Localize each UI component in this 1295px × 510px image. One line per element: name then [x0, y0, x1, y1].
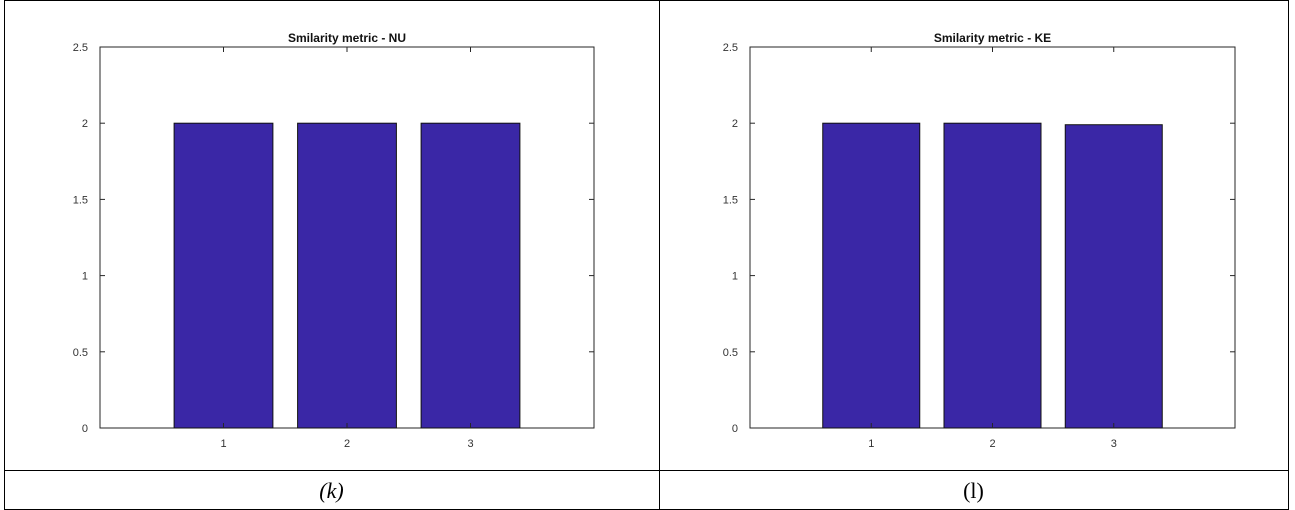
chart-title: Smilarity metric - KE — [934, 31, 1051, 45]
x-tick-label: 2 — [344, 438, 350, 450]
y-tick-label: 2 — [732, 118, 738, 130]
chart-ticks: 0 0.5 1 1.5 2 2.5 1 2 3 — [73, 42, 594, 450]
chart-bars — [822, 122, 1163, 429]
table-border-left — [4, 0, 5, 510]
bar — [822, 122, 921, 429]
table-border-middle — [659, 0, 660, 510]
bar — [420, 122, 521, 429]
y-tick-label: 1 — [732, 271, 738, 283]
y-tick-label: 1 — [82, 271, 88, 283]
bar — [943, 122, 1042, 429]
table-row-divider — [4, 470, 1289, 471]
bar — [173, 122, 274, 429]
y-tick-label: 0 — [732, 423, 738, 435]
chart-bars — [173, 122, 521, 429]
x-tick-label: 3 — [1111, 438, 1117, 450]
x-tick-label: 2 — [989, 438, 995, 450]
chart-title: Smilarity metric - NU — [288, 31, 406, 45]
y-tick-label: 2.5 — [73, 42, 88, 54]
table-border-top — [4, 0, 1289, 1]
y-tick-label: 1.5 — [73, 194, 88, 206]
y-tick-label: 2 — [82, 118, 88, 130]
caption-k: (k) — [319, 478, 344, 503]
bar-chart-nu: Smilarity metric - NU 0 0.5 1 1.5 2 2.5 1 2 3 — [73, 31, 595, 450]
y-tick-label: 0.5 — [73, 347, 88, 359]
y-tick-label: 2.5 — [723, 42, 738, 54]
bar — [297, 122, 397, 429]
y-tick-label: 0.5 — [723, 347, 738, 359]
x-tick-label: 1 — [220, 438, 226, 450]
table-border-right — [1288, 0, 1289, 510]
bar-chart-ke: Smilarity metric - KE 0 0.5 1 1.5 2 2.5 1 2 3 — [723, 31, 1236, 450]
chart-ticks: 0 0.5 1 1.5 2 2.5 1 2 3 — [723, 42, 1235, 450]
y-tick-label: 1.5 — [723, 194, 738, 206]
caption-l: (l) — [963, 478, 984, 503]
x-tick-label: 1 — [868, 438, 874, 450]
bar — [1064, 124, 1163, 429]
x-tick-label: 3 — [467, 438, 473, 450]
y-tick-label: 0 — [82, 423, 88, 435]
